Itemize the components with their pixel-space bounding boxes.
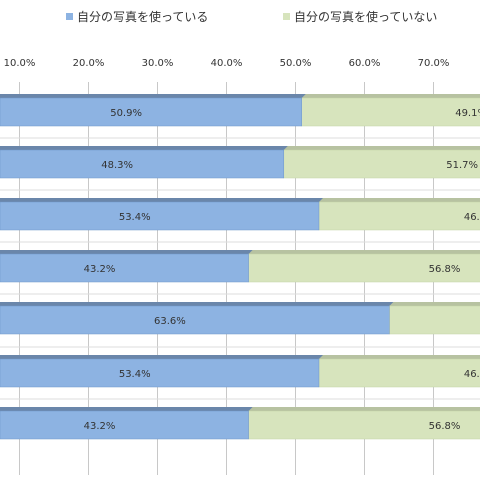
bar-using-own-photo (0, 410, 249, 440)
bar-bevel (0, 198, 323, 202)
legend-swatch (283, 13, 290, 20)
data-label-using-own-photo: 43.2% (84, 421, 116, 432)
bar-using-own-photo (0, 149, 285, 179)
x-tick-label: 60.0% (349, 58, 381, 69)
legend-label: 自分の写真を使っている (77, 9, 208, 24)
bar-not-using-own-photo (301, 97, 480, 127)
x-tick-label: 20.0% (73, 58, 105, 69)
legend: 自分の写真を使っている 自分の写真を使っていない (66, 9, 437, 24)
x-tick-label: 50.0% (280, 58, 312, 69)
bar-bevel (0, 94, 306, 98)
data-label-using-own-photo: 43.2% (84, 264, 116, 275)
bar-using-own-photo (0, 253, 249, 283)
bar-not-using-own-photo (248, 410, 480, 440)
bar-not-using-own-photo (389, 305, 480, 335)
bar-bevel (0, 355, 323, 359)
bar-not-using-own-photo (318, 358, 480, 388)
legend-label: 自分の写真を使っていない (294, 9, 437, 24)
data-label-not-using-own-photo: 56.8% (429, 264, 461, 275)
bar-bevel (0, 146, 288, 150)
x-tick-label: 70.0% (418, 58, 450, 69)
bars (0, 94, 480, 440)
bar-not-using-own-photo (318, 201, 480, 231)
legend-swatch (66, 13, 73, 20)
data-label-not-using-own-photo: 56.8% (429, 421, 461, 432)
bar-bevel (0, 407, 253, 411)
data-labels: 50.9% 49.1% 48.3% 51.7% 53.4% 46.6% 43.2% 56.8%… (84, 108, 480, 432)
data-label-using-own-photo: 50.9% (110, 108, 142, 119)
data-label-not-using-own-photo: 46.6% (464, 369, 480, 380)
x-tick-label: 40.0% (211, 58, 243, 69)
data-label-not-using-own-photo: 51.7% (446, 160, 478, 171)
bar-bevel (0, 302, 394, 306)
x-axis-tick-labels: 10.0%20.0%30.0%40.0%50.0%60.0%70.0%8 (4, 58, 450, 69)
bar-using-own-photo (0, 201, 320, 231)
x-tick-label: 10.0% (4, 58, 36, 69)
bar-using-own-photo (0, 358, 320, 388)
data-label-not-using-own-photo: 46.6% (464, 212, 480, 223)
data-label-using-own-photo: 63.6% (154, 316, 186, 327)
data-label-using-own-photo: 53.4% (119, 369, 151, 380)
bar-using-own-photo (0, 97, 302, 127)
bar-not-using-own-photo (248, 253, 480, 283)
bar-using-own-photo (0, 305, 390, 335)
data-label-using-own-photo: 48.3% (101, 160, 133, 171)
data-label-not-using-own-photo: 49.1% (455, 108, 480, 119)
x-tick-label: 30.0% (142, 58, 174, 69)
data-label-using-own-photo: 53.4% (119, 212, 151, 223)
bar-not-using-own-photo (283, 149, 480, 179)
bar-bevel (0, 250, 253, 254)
